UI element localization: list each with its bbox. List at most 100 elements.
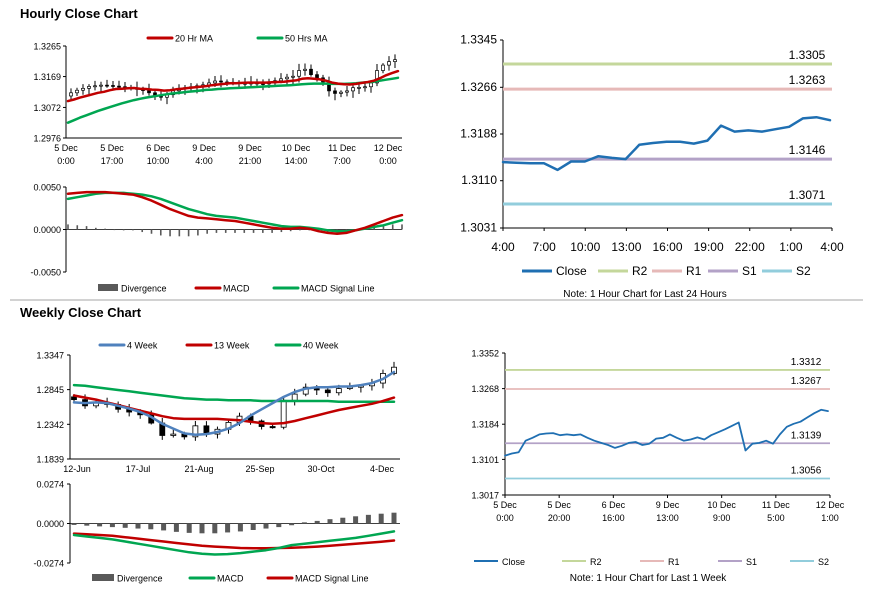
hc-x-tick-label: 21:00 <box>239 156 262 166</box>
hm-y-tick-label: -0.0050 <box>30 268 61 278</box>
hc-legend-label: 50 Hrs MA <box>285 34 328 44</box>
wc-candle-body <box>192 425 199 438</box>
hl-x-tick-label: 19:00 <box>694 240 724 254</box>
hm-divergence-bar <box>95 227 97 230</box>
wm-legend-label: MACD <box>217 574 244 584</box>
wc-legend-label: 13 Week <box>214 341 250 351</box>
wl-x-tick-label: 1:00 <box>821 513 839 523</box>
weekly-macd-chart: 0.0274 0.0000 -0.0274 Divergence MACD MACD Si… <box>33 480 400 584</box>
hc-x-tick-label: 9 Dec <box>238 143 262 153</box>
hc-candle-body <box>357 87 361 89</box>
wl-level-s2-label: 1.3056 <box>791 465 822 476</box>
wm-divergence-bar <box>250 523 256 530</box>
hl-y-tick-label: 1.3110 <box>461 173 497 187</box>
wl-level-r1-label: 1.3267 <box>791 376 822 387</box>
wm-divergence-bar <box>263 523 269 529</box>
hc-candle-body <box>87 86 91 89</box>
hc-candle-body <box>147 90 151 94</box>
hl-level-s2-label: 1.3071 <box>789 188 826 202</box>
hl-x-tick-label: 16:00 <box>652 240 682 254</box>
hm-divergence-bar <box>150 229 153 234</box>
hm-legend-swatch <box>98 284 118 291</box>
hc-legend-label: 20 Hr MA <box>175 34 213 44</box>
hc-candle-body <box>99 84 103 87</box>
wm-divergence-bar <box>391 512 397 524</box>
wm-divergence-bar <box>276 523 282 528</box>
hc-x-tick-label: 7:00 <box>333 156 351 166</box>
hc-candle-body <box>291 75 295 78</box>
wm-divergence-bar <box>327 519 333 524</box>
hm-divergence-bar <box>178 229 181 237</box>
hl-level-r1-label: 1.3263 <box>789 73 826 87</box>
hm-divergence-bar <box>391 224 394 230</box>
hl-legend-label: S1 <box>742 264 757 278</box>
hc-y-tick-label: 1.3072 <box>33 103 61 113</box>
wm-divergence-bar <box>71 523 77 525</box>
hm-y-tick-label: 0.0000 <box>33 225 61 235</box>
hc-x-tick-label: 6 Dec <box>146 143 170 153</box>
hc-candle-body <box>333 90 337 94</box>
hc-candle-body <box>375 70 379 84</box>
hc-candle-body <box>297 70 301 77</box>
wc-candle-body <box>335 388 342 394</box>
hm-divergence-bar <box>215 229 218 233</box>
hm-macd-line <box>66 190 404 236</box>
hc-candle-body <box>69 92 73 97</box>
hm-divergence-bar <box>104 228 106 230</box>
wc-x-tick-label: 21-Aug <box>184 464 213 474</box>
wc-x-tick-label: 30-Oct <box>307 464 335 474</box>
hl-legend-label: R1 <box>686 264 702 278</box>
wl-y-tick-label: 1.3352 <box>471 349 499 359</box>
wm-divergence-bar <box>301 522 307 524</box>
hc-candle-body <box>387 61 391 66</box>
wm-divergence-bar <box>148 523 154 530</box>
wl-level-s1-label: 1.3139 <box>791 430 822 441</box>
hm-divergence-bar <box>132 229 134 231</box>
hc-x-tick-label: 5 Dec <box>54 143 78 153</box>
wl-y-tick-label: 1.3268 <box>471 384 499 394</box>
hc-candle-body <box>219 80 223 83</box>
hm-divergence-bar <box>373 226 375 230</box>
wl-legend-label: S2 <box>818 557 829 567</box>
weekly-section-title: Weekly Close Chart <box>20 305 142 320</box>
wm-y-tick-label: 0.0000 <box>36 519 64 529</box>
hc-candle-body <box>309 68 313 76</box>
wc-x-tick-label: 12-Jun <box>63 464 91 474</box>
hc-candle-body <box>393 59 397 62</box>
hc-candle-body <box>369 82 373 88</box>
hc-y-tick-label: 1.2976 <box>33 134 61 144</box>
hc-x-tick-label: 12 Dec <box>374 143 403 153</box>
wm-divergence-bar <box>289 523 295 526</box>
hm-legend-label: MACD Signal Line <box>301 284 375 294</box>
hc-x-tick-label: 14:00 <box>285 156 308 166</box>
wl-x-tick-label: 9 Dec <box>656 500 680 510</box>
hm-divergence-bar <box>85 226 88 230</box>
hc-candle-body <box>351 87 355 92</box>
hc-candle-body <box>339 91 343 94</box>
hm-divergence-bar <box>187 229 190 237</box>
wc-y-tick-label: 1.2342 <box>36 420 64 430</box>
wl-x-tick-label: 10 Dec <box>707 500 736 510</box>
hc-candle-body <box>111 85 115 87</box>
hc-candle-body <box>279 78 283 82</box>
hc-x-tick-label: 11 Dec <box>328 143 356 153</box>
wm-divergence-bar <box>84 523 90 526</box>
wl-x-tick-label: 0:00 <box>496 513 514 523</box>
hc-y-tick-label: 1.3169 <box>33 72 61 82</box>
wm-divergence-bar <box>340 517 346 524</box>
hm-divergence-bar <box>197 229 199 236</box>
hm-divergence-bar <box>76 225 79 230</box>
hm-divergence-bar <box>206 229 208 234</box>
wc-candle-body <box>324 389 331 394</box>
hm-y-tick-label: 0.0050 <box>33 183 61 193</box>
hc-x-tick-label: 5 Dec <box>100 143 124 153</box>
wl-x-tick-label: 12 Dec <box>816 500 845 510</box>
wc-x-tick-label: 4-Dec <box>370 464 395 474</box>
wl-x-tick-label: 5:00 <box>767 513 785 523</box>
wc-y-tick-label: 1.2845 <box>36 385 64 395</box>
hm-divergence-bar <box>122 229 125 231</box>
hourly-levels-chart: 1.3345 1.3266 1.3188 1.3110 1.3031 4:00 7:00 10… <box>460 33 844 301</box>
wl-x-tick-label: 11 Dec <box>762 500 790 510</box>
hl-legend-label: S2 <box>796 264 811 278</box>
